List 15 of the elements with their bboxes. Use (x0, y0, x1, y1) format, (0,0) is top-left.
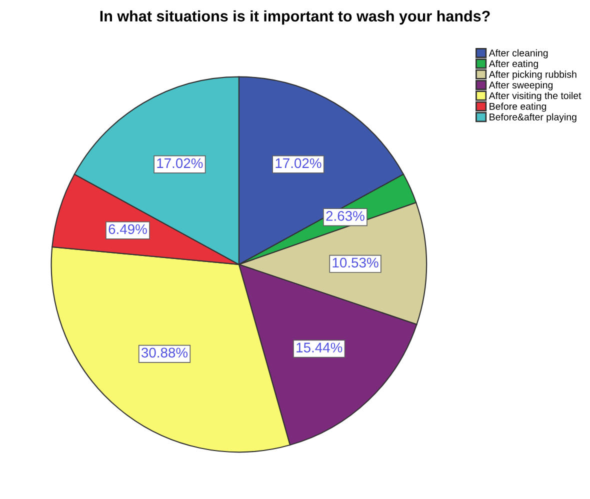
data-label: 6.49% (108, 224, 147, 234)
legend-label: Before eating (490, 102, 546, 112)
legend-label: After visiting the toilet (488, 92, 582, 102)
data-label: 30.88% (141, 348, 188, 358)
legend-label: After cleaning (488, 49, 548, 58)
legend-label: Before&after playing (490, 113, 576, 122)
data-label: 10.53% (332, 258, 378, 268)
data-label: 2.63% (326, 211, 364, 221)
chart-title: In what situations is it important to wash your hands? (100, 10, 490, 25)
data-label: 15.44% (296, 342, 342, 352)
legend-label: After sweeping (488, 81, 553, 90)
legend-label: After picking rubbish (488, 70, 576, 80)
data-label: 17.02% (157, 158, 203, 168)
data-label: 17.02% (276, 158, 322, 168)
legend-label: After eating (488, 60, 538, 70)
